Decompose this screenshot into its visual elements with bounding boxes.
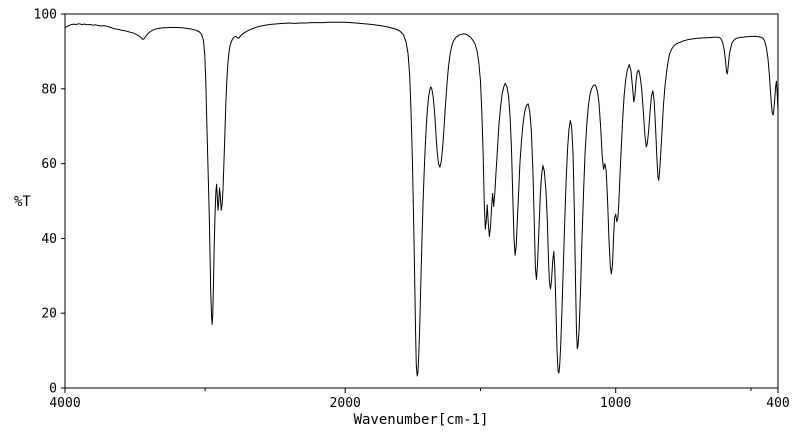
y-tick-label: 60 <box>41 157 57 172</box>
x-tick-label: 2000 <box>330 396 361 411</box>
plot-frame <box>64 13 779 389</box>
spectrum-line <box>64 21 779 377</box>
y-tick-label: 0 <box>49 382 57 397</box>
y-tick-label: 40 <box>41 232 57 247</box>
x-tick-label: 4000 <box>49 396 80 411</box>
x-tick-label: 400 <box>766 396 789 411</box>
y-tick-label: 20 <box>41 307 57 322</box>
x-tick-label: 1000 <box>600 396 631 411</box>
y-axis-label: %T <box>14 194 31 210</box>
y-tick-label: 100 <box>34 8 57 23</box>
y-tick-label: 80 <box>41 82 57 97</box>
x-axis-label: Wavenumber[cm-1] <box>354 412 489 428</box>
